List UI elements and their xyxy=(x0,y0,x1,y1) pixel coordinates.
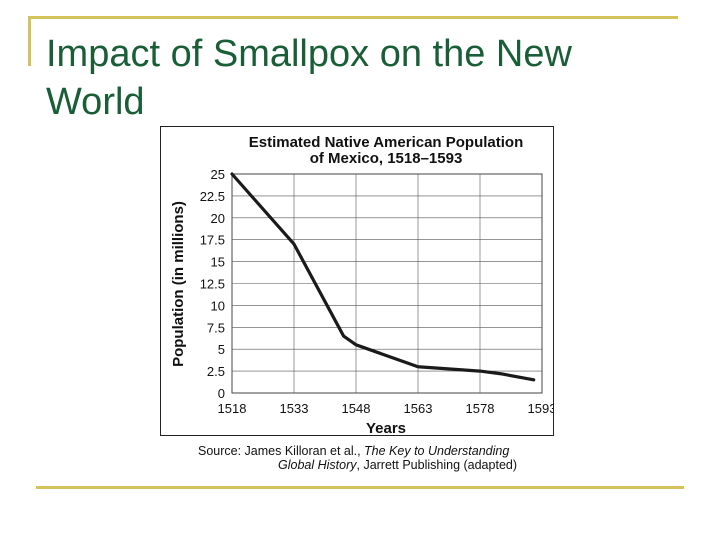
left-accent-rule xyxy=(28,16,31,66)
y-tick-label: 25 xyxy=(211,167,225,182)
population-series-line xyxy=(230,172,536,382)
source-citation-line1: Source: James Killoran et al., The Key t… xyxy=(198,444,509,458)
source-citation-line2: Global History, Jarrett Publishing (adap… xyxy=(278,458,517,472)
x-tick-label: 1563 xyxy=(404,401,433,416)
top-accent-rule xyxy=(28,16,678,19)
x-tick-label: 1533 xyxy=(280,401,309,416)
x-axis-title: Years xyxy=(366,420,406,435)
plot-area: 0 2.5 5 7.5 10 12.5 15 17.5 20 22.5 25 1518 1533 1548… xyxy=(200,167,553,416)
x-tick-label: 1518 xyxy=(218,401,247,416)
source-prefix: Source: James Killoran et al., xyxy=(198,444,365,458)
y-tick-label: 17.5 xyxy=(200,233,225,248)
source-book-title-cont: Global History xyxy=(278,458,357,472)
y-tick-label: 7.5 xyxy=(207,320,225,335)
chart-figure: Estimated Native American Population of … xyxy=(160,126,554,436)
slide-title: Impact of Smallpox on the New World xyxy=(46,33,572,123)
population-line-chart: Estimated Native American Population of … xyxy=(170,134,553,435)
x-tick-label: 1548 xyxy=(342,401,371,416)
y-tick-label: 20 xyxy=(211,211,225,226)
y-tick-label: 22.5 xyxy=(200,189,225,204)
y-tick-label: 12.5 xyxy=(200,277,225,292)
y-axis-title: Population (in millions) xyxy=(170,201,187,367)
source-book-title: The Key to Understanding xyxy=(364,444,510,458)
bottom-accent-rule xyxy=(36,486,684,489)
x-tick-label: 1578 xyxy=(466,401,495,416)
source-publisher: , Jarrett Publishing (adapted) xyxy=(356,458,518,472)
chart-title-line2: of Mexico, 1518–1593 xyxy=(310,150,463,167)
y-tick-label: 15 xyxy=(211,255,225,270)
chart-title-line1: Estimated Native American Population xyxy=(249,134,524,151)
y-tick-label: 5 xyxy=(218,342,225,357)
x-tick-label: 1593 xyxy=(528,401,553,416)
y-tick-label: 2.5 xyxy=(207,364,225,379)
y-tick-label: 10 xyxy=(211,298,225,313)
y-tick-label: 0 xyxy=(218,386,225,401)
